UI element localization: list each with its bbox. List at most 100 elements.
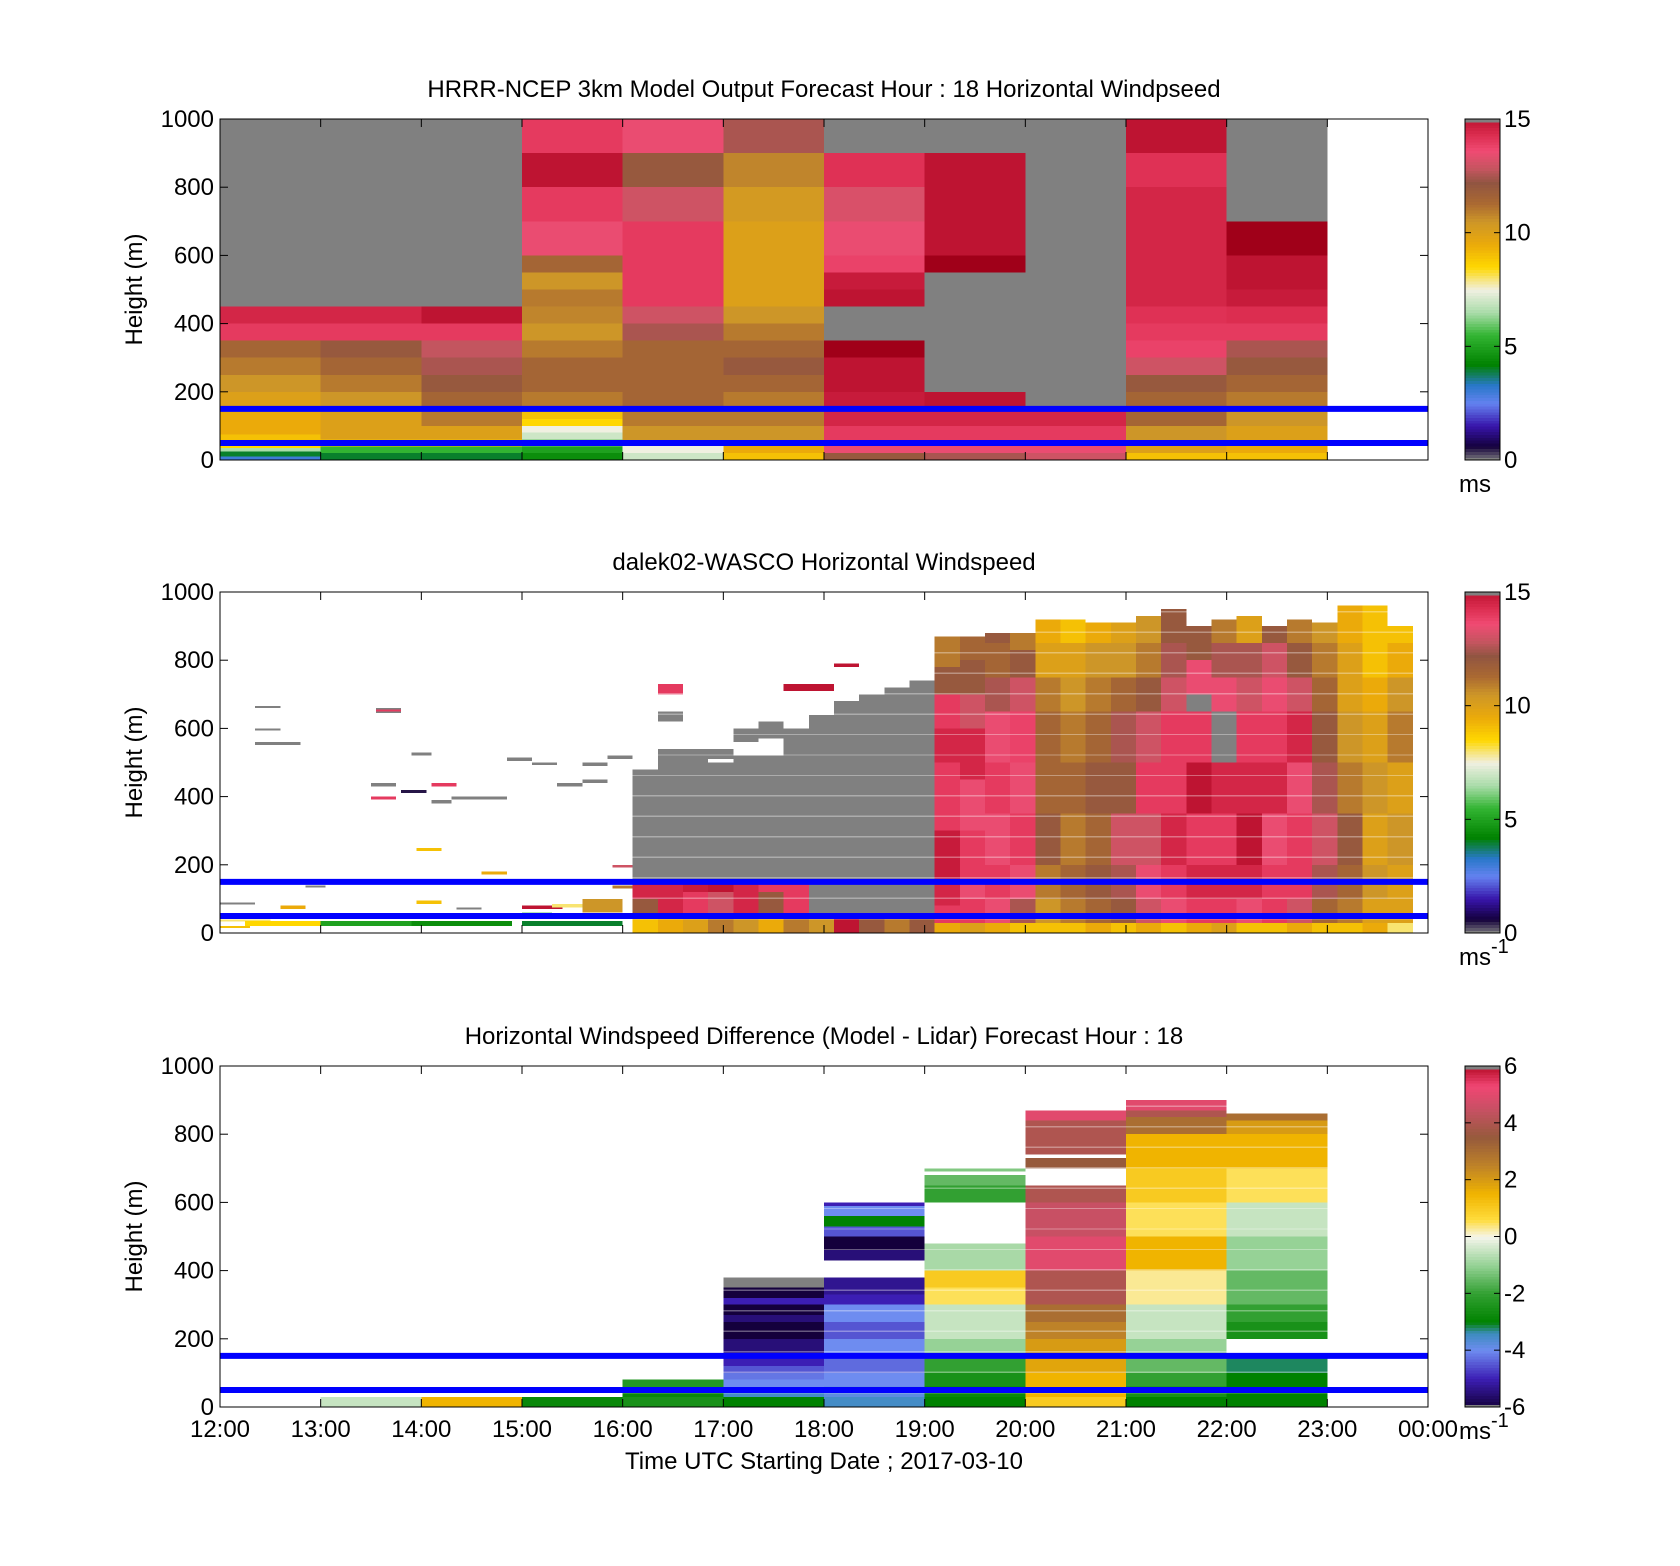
heatmap-band [683,856,709,858]
heatmap-cell [783,684,809,691]
heatmap-cell [1226,1236,1328,1271]
heatmap-cell [1161,762,1187,814]
heatmap-band [1010,897,1036,899]
heatmap-cell [522,187,623,222]
colorbar-swatch [1465,241,1500,245]
y-axis-label: Height (m) [121,1180,148,1292]
y-tick-label: 1000 [161,579,214,606]
heatmap-band [783,856,809,858]
heatmap-cell [834,881,860,916]
heatmap-cell [924,1338,1026,1356]
heatmap-cell [1025,1355,1126,1373]
heatmap-band [1010,672,1036,674]
colorbar-swatch [1465,408,1500,413]
heatmap-cell [1126,1304,1227,1339]
heatmap-cell [622,323,724,341]
colorbar-swatch [1465,1182,1500,1186]
colorbar-swatch [1465,388,1500,393]
heatmap-band [1337,754,1363,756]
heatmap-cell [808,714,835,882]
colorbar-swatch [1465,411,1500,416]
heatmap-band [708,815,734,818]
heatmap-cell [1085,813,1111,865]
heatmap-band [1060,713,1086,715]
heatmap-cell [924,1185,1026,1203]
heatmap-cell [1362,762,1388,814]
colorbar-swatch [1465,1191,1500,1195]
heatmap-cell [723,289,824,307]
heatmap-band [924,1289,1026,1292]
heatmap-cell [255,742,301,745]
heatmap-band [1126,1269,1227,1271]
heatmap-band [1161,692,1187,695]
heatmap-cell [1261,922,1288,933]
heatmap-cell [924,442,1026,454]
heatmap-band [1126,1187,1227,1189]
heatmap-cell [1211,711,1237,763]
heatmap-band [959,836,986,838]
colorbar-swatch [1465,651,1500,656]
heatmap-cell [1186,694,1212,712]
colorbar-swatch [1465,1296,1500,1300]
x-tick-label: 21:00 [1096,1416,1156,1443]
heatmap-cell [934,667,960,695]
heatmap-cell [824,221,925,256]
colorbar-swatch [1465,663,1500,667]
heatmap-cell [1126,1355,1227,1373]
heatmap-cell [783,881,809,916]
colorbar-swatch [1465,1316,1500,1320]
colorbar-swatch [1465,691,1500,695]
heatmap-cell [959,881,986,899]
heatmap-cell [723,1366,824,1373]
heatmap-band [1161,815,1187,818]
colorbar-tick-label: 10 [1504,220,1531,247]
heatmap-cell [1226,1355,1328,1373]
heatmap-cell [1312,762,1338,814]
colorbar-swatch [1465,665,1500,670]
colorbar-swatch [1465,235,1500,239]
colorbar-swatch [1465,1239,1500,1243]
heatmap-band [1337,611,1363,613]
heatmap-band [657,836,684,838]
colorbar-swatch [1465,442,1500,447]
heatmap-band [1085,652,1111,654]
heatmap-cell [1025,425,1126,443]
colorbar-swatch [1465,1358,1500,1363]
heatmap-band [924,1207,1026,1210]
colorbar-swatch [1465,289,1500,293]
colorbar-swatch [1465,1199,1500,1203]
heatmap-band [1010,692,1036,695]
heatmap-cell [622,340,724,358]
heatmap-band [783,733,809,736]
heatmap-cell [522,905,563,910]
heatmap-cell [1025,391,1126,409]
colorbar-swatch [1465,317,1500,322]
colorbar-swatch [1465,597,1500,602]
colorbar-swatch [1465,697,1500,701]
colorbar-swatch [1465,603,1500,607]
heatmap-cell [1126,453,1227,460]
heatmap-band [934,856,960,858]
heatmap-band [934,795,960,797]
heatmap-band [783,754,809,756]
colorbar-swatch [1465,130,1500,134]
heatmap-band [1287,672,1313,674]
colorbar-swatch [1465,694,1500,698]
colorbar-swatch [1465,1375,1500,1380]
heatmap-cell [1387,762,1413,814]
heatmap-cell [1110,922,1137,933]
heatmap-band [824,1351,925,1353]
heatmap-cell [733,915,759,933]
colorbar-swatch [1465,1370,1500,1374]
colorbar-swatch [1465,212,1500,217]
heatmap-band [1025,1126,1126,1128]
heatmap-cell [1126,1396,1227,1407]
heatmap-cell [622,391,724,409]
heatmap-cell [1226,442,1328,454]
heatmap-cell [1261,626,1288,644]
heatmap-band [1337,631,1363,633]
colorbar-swatch [1465,1100,1500,1104]
colorbar-tick-label: 6 [1504,1053,1517,1080]
heatmap-cell [280,905,306,910]
heatmap-cell [924,1372,1026,1387]
